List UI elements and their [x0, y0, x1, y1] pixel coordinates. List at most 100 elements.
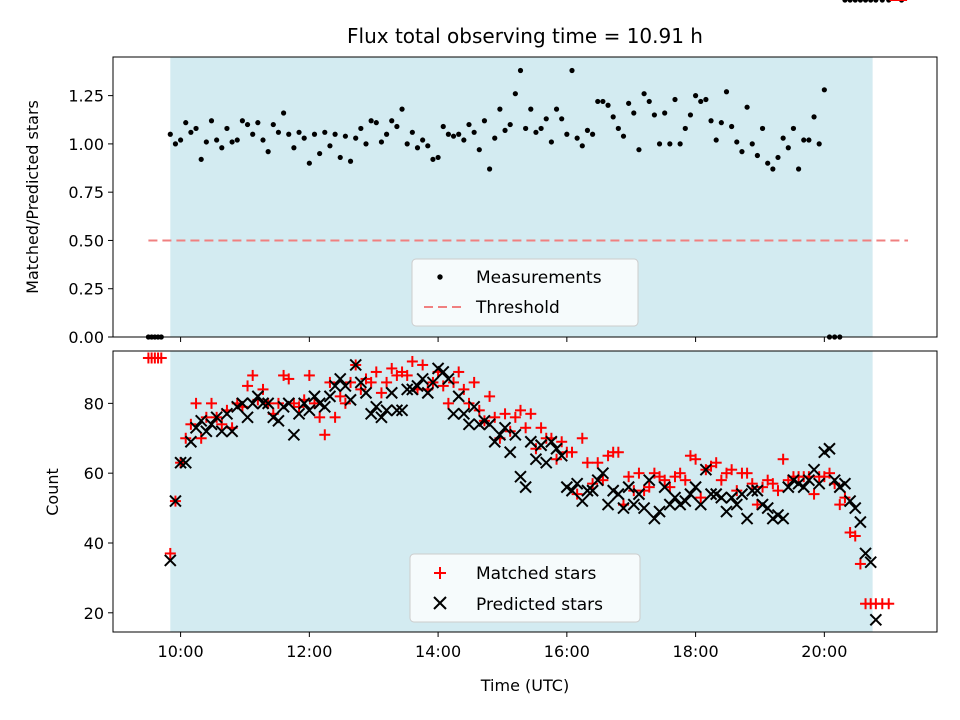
- predicted-star-point: [864, 555, 877, 569]
- matched-star-point: [664, 481, 676, 493]
- predicted-star-point: [215, 425, 229, 438]
- measurement-point: [183, 120, 189, 126]
- measurement-point: [414, 145, 421, 151]
- predicted-star-point: [617, 501, 630, 515]
- measurement-point: [219, 145, 225, 151]
- matched-star-point: [504, 425, 516, 437]
- measurement-point: [806, 137, 812, 143]
- predicted-star-point: [854, 515, 867, 529]
- predicted-star-point: [200, 425, 213, 438]
- measurement-point: [193, 125, 199, 132]
- predicted-star-point: [184, 435, 198, 448]
- measurement-point: [636, 147, 642, 153]
- measurement-point: [584, 127, 591, 133]
- matched-star-point: [772, 485, 784, 497]
- measurement-point: [713, 137, 719, 143]
- predicted-star-point: [658, 480, 671, 494]
- matched-star-point: [731, 485, 743, 497]
- predicted-star-point: [576, 494, 589, 508]
- measurement-point: [543, 116, 549, 122]
- predicted-star-point: [668, 491, 682, 504]
- measurement-point: [553, 106, 560, 112]
- measurement-point: [486, 166, 493, 172]
- measurement-point: [723, 89, 730, 95]
- predicted-star-point: [524, 435, 538, 448]
- predicted-star-point: [751, 484, 764, 497]
- predicted-star-point: [627, 498, 641, 511]
- matched-star-point: [205, 397, 217, 409]
- measurement-point: [538, 125, 544, 132]
- measurement-point: [471, 129, 477, 135]
- counts-y-tick-label: 80: [84, 394, 104, 413]
- x-tick-label: 18:00: [673, 642, 719, 661]
- predicted-star-point: [632, 487, 646, 501]
- ratio-x-ticks: [180, 337, 825, 342]
- matched-star-point: [823, 467, 835, 479]
- predicted-star-point: [179, 456, 192, 469]
- x-tick-label: 12:00: [286, 642, 332, 661]
- predicted-star-point: [411, 379, 424, 393]
- measurement-point: [456, 131, 462, 137]
- matched-star-point: [484, 390, 496, 402]
- ratio-legend: Measurements Threshold: [411, 258, 639, 327]
- matched-star-point: [767, 478, 779, 490]
- counts-x-axis: 10:00 12:00 14:00 16:00 18:00 20:00: [158, 632, 847, 661]
- measurement-point: [662, 110, 668, 116]
- measurement-point: [754, 152, 760, 159]
- legend-predicted-marker: [433, 596, 447, 610]
- measurement-point: [286, 131, 292, 137]
- measurement-point: [589, 131, 596, 137]
- measurement-point: [785, 145, 791, 151]
- matched-star-point: [247, 369, 259, 381]
- predicted-star-point: [843, 494, 857, 508]
- measurement-point: [749, 141, 755, 147]
- measurement-point: [744, 104, 750, 110]
- measurement-point: [378, 139, 385, 145]
- legend-measurements-label: Measurements: [476, 268, 602, 288]
- measurement-point: [698, 98, 704, 105]
- predicted-star-point: [746, 484, 759, 497]
- matched-star-point: [293, 401, 305, 413]
- x-axis-label: Time (UTC): [480, 676, 569, 695]
- matched-star-point: [417, 359, 429, 371]
- ratio-y-tick-label: 1.00: [68, 135, 104, 154]
- matched-star-point: [386, 362, 398, 374]
- measurement-point: [420, 137, 426, 143]
- matched-star-point: [303, 369, 315, 381]
- matched-star-point: [679, 474, 691, 486]
- measurement-point: [656, 141, 663, 147]
- matched-star-point: [314, 411, 326, 423]
- predicted-star-point: [679, 494, 692, 508]
- panel-ratio: 0.00 0.25 0.50 0.75 1.00 1.25 Matched/Predict…: [23, 0, 938, 347]
- counts-predicted-series: [164, 358, 883, 626]
- predicted-star-point: [303, 404, 316, 417]
- matched-star-point: [164, 547, 176, 559]
- measurement-point: [481, 118, 488, 124]
- measurement-point: [440, 123, 446, 130]
- measurement-point: [729, 123, 735, 130]
- measurement-point: [873, 0, 879, 3]
- measurement-point: [275, 129, 282, 135]
- measurement-point: [879, 0, 885, 3]
- matched-star-point: [530, 443, 542, 455]
- ratio-axes-frame: [112, 56, 938, 338]
- matched-star-point: [180, 432, 192, 444]
- measurement-point: [425, 143, 431, 149]
- measurement-point: [862, 0, 869, 3]
- measurement-point: [842, 0, 848, 3]
- measurement-point: [476, 147, 482, 153]
- measurement-point: [631, 110, 637, 116]
- ratio-y-tick-label: 0.25: [68, 280, 104, 299]
- predicted-star-point: [540, 456, 553, 469]
- predicted-star-point: [297, 397, 311, 410]
- predicted-star-point: [380, 404, 393, 417]
- measurement-point: [739, 149, 745, 155]
- predicted-star-point: [534, 439, 548, 452]
- predicted-star-point: [174, 456, 187, 469]
- measurement-point: [497, 106, 503, 112]
- predicted-star-point: [715, 491, 728, 504]
- measurement-point: [620, 133, 627, 139]
- predicted-star-point: [802, 473, 816, 487]
- measurement-point: [605, 102, 611, 108]
